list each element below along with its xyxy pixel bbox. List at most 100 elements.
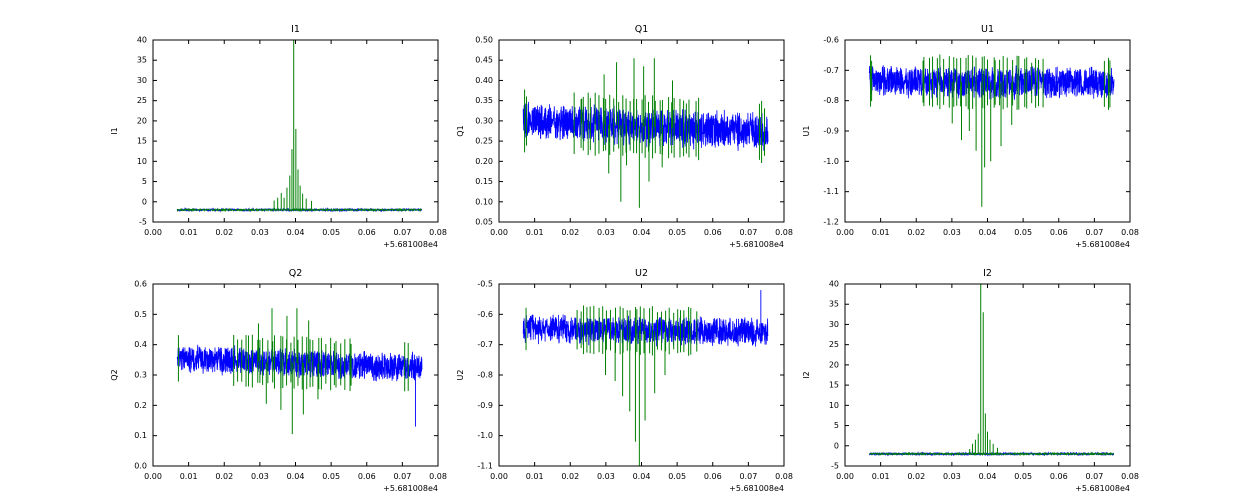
- svg-text:0.04: 0.04: [979, 228, 997, 237]
- svg-text:0.01: 0.01: [180, 228, 198, 237]
- svg-text:20: 20: [137, 116, 147, 125]
- svg-text:0.01: 0.01: [526, 472, 544, 481]
- svg-text:-0.7: -0.7: [823, 66, 839, 75]
- svg-text:-0.9: -0.9: [477, 401, 493, 410]
- subplot-q2-canvas: 0.00 0.01 0.02 0.03 0.04 0.05 0.06 0.07 0.08 0.0 0…: [110, 268, 447, 493]
- svg-text:-0.9: -0.9: [823, 127, 839, 136]
- svg-text:0: 0: [142, 197, 147, 206]
- svg-text:30: 30: [137, 76, 147, 85]
- svg-text:Q2: Q2: [289, 268, 303, 279]
- svg-text:0.5: 0.5: [134, 310, 147, 319]
- svg-text:0.4: 0.4: [134, 340, 147, 349]
- svg-text:10: 10: [137, 157, 147, 166]
- subplot-q1: 0.00 0.01 0.02 0.03 0.04 0.05 0.06 0.07 0.08 0.05…: [447, 12, 793, 252]
- svg-text:I2: I2: [983, 268, 992, 279]
- svg-text:-1.1: -1.1: [477, 462, 493, 471]
- svg-text:0.02: 0.02: [561, 472, 579, 481]
- svg-text:-0.7: -0.7: [477, 340, 493, 349]
- svg-text:0.02: 0.02: [215, 472, 233, 481]
- svg-text:0.03: 0.03: [251, 228, 269, 237]
- svg-text:0.01: 0.01: [872, 228, 890, 237]
- svg-text:0.07: 0.07: [393, 228, 411, 237]
- svg-text:U2: U2: [456, 370, 465, 381]
- svg-text:+5.681008e4: +5.681008e4: [383, 240, 438, 249]
- svg-text:-5: -5: [139, 218, 147, 227]
- svg-text:0.04: 0.04: [979, 472, 997, 481]
- svg-text:0.35: 0.35: [475, 96, 493, 105]
- svg-text:0.2: 0.2: [134, 401, 147, 410]
- svg-text:+5.681008e4: +5.681008e4: [1075, 484, 1130, 493]
- subplot-u2-canvas: 0.00 0.01 0.02 0.03 0.04 0.05 0.06 0.07 0.08 -1.1…: [456, 268, 793, 493]
- svg-text:+5.681008e4: +5.681008e4: [383, 484, 438, 493]
- subplot-q1-canvas: 0.00 0.01 0.02 0.03 0.04 0.05 0.06 0.07 0.08 0.05…: [456, 24, 793, 249]
- svg-text:+5.681008e4: +5.681008e4: [729, 484, 784, 493]
- svg-text:0.50: 0.50: [475, 36, 493, 45]
- svg-text:0.01: 0.01: [180, 472, 198, 481]
- svg-text:0.07: 0.07: [1085, 228, 1103, 237]
- svg-text:I1: I1: [110, 127, 119, 134]
- svg-text:0.05: 0.05: [322, 228, 340, 237]
- svg-text:0.06: 0.06: [358, 228, 376, 237]
- svg-text:35: 35: [829, 300, 839, 309]
- svg-text:25: 25: [829, 340, 839, 349]
- svg-text:-1.1: -1.1: [823, 187, 839, 196]
- subplot-i2-canvas: 0.00 0.01 0.02 0.03 0.04 0.05 0.06 0.07 0.08 -5 0 5…: [802, 268, 1139, 493]
- svg-text:0.08: 0.08: [429, 472, 447, 481]
- svg-text:0.15: 0.15: [475, 177, 493, 186]
- svg-text:-1.0: -1.0: [823, 157, 839, 166]
- svg-text:0.04: 0.04: [633, 228, 651, 237]
- svg-text:5: 5: [142, 177, 147, 186]
- svg-text:0.06: 0.06: [704, 472, 722, 481]
- svg-text:0.40: 0.40: [475, 76, 493, 85]
- svg-text:0.00: 0.00: [836, 228, 854, 237]
- svg-text:0.1: 0.1: [134, 431, 147, 440]
- svg-text:0.03: 0.03: [251, 472, 269, 481]
- svg-text:-0.8: -0.8: [477, 371, 493, 380]
- svg-text:0.06: 0.06: [704, 228, 722, 237]
- svg-text:0.20: 0.20: [475, 157, 493, 166]
- svg-text:0.30: 0.30: [475, 116, 493, 125]
- svg-text:0.07: 0.07: [1085, 472, 1103, 481]
- svg-text:U1: U1: [802, 126, 811, 137]
- svg-text:0.08: 0.08: [775, 472, 793, 481]
- svg-text:0.00: 0.00: [144, 228, 162, 237]
- subplot-q2: 0.00 0.01 0.02 0.03 0.04 0.05 0.06 0.07 0.08 0.0 0…: [101, 256, 447, 496]
- svg-text:0.08: 0.08: [1121, 472, 1139, 481]
- subplot-i2: 0.00 0.01 0.02 0.03 0.04 0.05 0.06 0.07 0.08 -5 0 5…: [793, 256, 1139, 496]
- svg-text:+5.681008e4: +5.681008e4: [1075, 240, 1130, 249]
- svg-text:10: 10: [829, 401, 839, 410]
- svg-text:0.01: 0.01: [872, 472, 890, 481]
- svg-text:0.05: 0.05: [668, 472, 686, 481]
- svg-text:+5.681008e4: +5.681008e4: [729, 240, 784, 249]
- svg-text:40: 40: [137, 36, 147, 45]
- svg-text:0.06: 0.06: [1050, 228, 1068, 237]
- svg-text:-0.6: -0.6: [823, 36, 839, 45]
- svg-text:0.05: 0.05: [322, 472, 340, 481]
- svg-text:0.0: 0.0: [134, 462, 147, 471]
- svg-text:Q1: Q1: [635, 24, 649, 35]
- figure: 0.00 0.01 0.02 0.03 0.04 0.05 0.06 0.07 0.08 -5 0 5…: [101, 12, 1139, 496]
- svg-text:0.02: 0.02: [561, 228, 579, 237]
- svg-text:-5: -5: [831, 462, 839, 471]
- svg-text:0.02: 0.02: [907, 228, 925, 237]
- svg-text:0.05: 0.05: [668, 228, 686, 237]
- svg-text:0.06: 0.06: [1050, 472, 1068, 481]
- subplot-i1: 0.00 0.01 0.02 0.03 0.04 0.05 0.06 0.07 0.08 -5 0 5…: [101, 12, 447, 252]
- svg-text:0.00: 0.00: [836, 472, 854, 481]
- svg-text:U1: U1: [981, 24, 994, 35]
- svg-text:0.03: 0.03: [597, 472, 615, 481]
- subplot-u1-canvas: 0.00 0.01 0.02 0.03 0.04 0.05 0.06 0.07 0.08 -1.2…: [802, 24, 1139, 249]
- svg-text:0.05: 0.05: [475, 218, 493, 227]
- svg-text:35: 35: [137, 56, 147, 65]
- svg-text:-0.6: -0.6: [477, 310, 493, 319]
- svg-text:0.07: 0.07: [739, 228, 757, 237]
- svg-text:0.05: 0.05: [1014, 228, 1032, 237]
- subplot-i1-canvas: 0.00 0.01 0.02 0.03 0.04 0.05 0.06 0.07 0.08 -5 0 5…: [110, 24, 447, 249]
- svg-text:15: 15: [829, 381, 839, 390]
- svg-text:0.08: 0.08: [775, 228, 793, 237]
- svg-text:0.07: 0.07: [393, 472, 411, 481]
- svg-text:0.02: 0.02: [907, 472, 925, 481]
- svg-text:0.45: 0.45: [475, 56, 493, 65]
- svg-text:20: 20: [829, 360, 839, 369]
- svg-text:0.04: 0.04: [287, 228, 305, 237]
